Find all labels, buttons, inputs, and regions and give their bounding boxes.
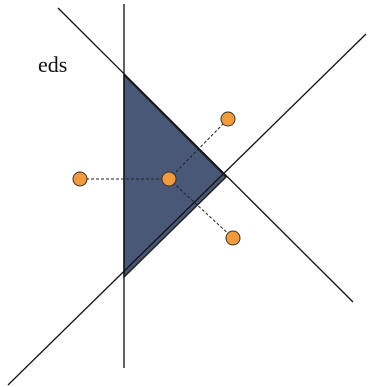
points bbox=[72, 111, 241, 246]
point bbox=[220, 111, 236, 127]
point bbox=[161, 171, 177, 187]
point bbox=[225, 230, 241, 246]
dashed-line bbox=[168, 178, 234, 239]
dashed-line bbox=[168, 118, 229, 180]
descending-line bbox=[57, 7, 354, 303]
label: eds bbox=[38, 52, 67, 77]
ascending-line bbox=[7, 33, 367, 386]
dashed-connectors bbox=[80, 118, 234, 239]
point bbox=[72, 171, 88, 187]
